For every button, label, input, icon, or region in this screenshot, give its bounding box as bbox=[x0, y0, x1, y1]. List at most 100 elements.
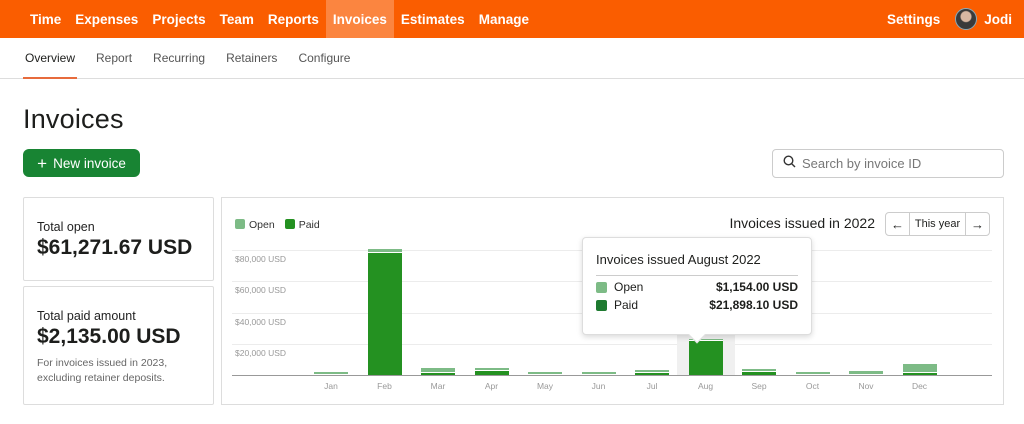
plus-icon: + bbox=[37, 153, 48, 173]
nav-item-team[interactable]: Team bbox=[219, 11, 254, 27]
bar-jun[interactable] bbox=[581, 372, 616, 375]
settings-link[interactable]: Settings bbox=[886, 11, 941, 27]
nav-item-manage[interactable]: Manage bbox=[478, 11, 529, 27]
this-year-button[interactable]: This year bbox=[909, 213, 966, 235]
bar-segment-open bbox=[688, 339, 723, 341]
x-axis-label: Sep bbox=[751, 381, 767, 391]
search-input[interactable] bbox=[802, 156, 992, 171]
y-axis-tick: $20,000 USD bbox=[235, 347, 287, 358]
bar-jan[interactable] bbox=[314, 371, 348, 375]
bar-segment-paid bbox=[742, 371, 776, 375]
x-axis-label: Jan bbox=[324, 381, 338, 391]
tooltip-paid-value: $21,898.10 USD bbox=[709, 298, 798, 312]
tab-recurring[interactable]: Recurring bbox=[153, 51, 206, 65]
x-axis-baseline bbox=[232, 375, 992, 376]
tooltip-title: Invoices issued August 2022 bbox=[596, 252, 798, 276]
y-axis-tick: $40,000 USD bbox=[235, 316, 287, 327]
previous-period-button[interactable]: ← bbox=[886, 213, 909, 235]
y-axis-tick: $80,000 USD bbox=[235, 254, 287, 265]
nav-item-projects[interactable]: Projects bbox=[152, 11, 206, 27]
x-axis-label: Aug bbox=[697, 381, 714, 391]
total-open-value: $61,271.67 USD bbox=[37, 236, 193, 259]
legend-open: Open bbox=[235, 219, 275, 231]
bar-sep[interactable] bbox=[742, 368, 776, 375]
top-navigation: Time Expenses Projects Team Reports Invoices E… bbox=[0, 0, 1024, 38]
gridline bbox=[232, 343, 992, 345]
bar-aug[interactable] bbox=[688, 339, 723, 375]
y-axis-tick: $60,000 USD bbox=[235, 285, 287, 296]
next-period-button[interactable]: → bbox=[966, 213, 989, 235]
chart-legend: Open Paid bbox=[235, 219, 320, 231]
tooltip-paid-row: Paid $21,898.10 USD bbox=[596, 298, 798, 312]
bar-segment-open bbox=[635, 369, 669, 373]
arrow-left-icon: ← bbox=[891, 216, 904, 232]
period-selector: ← This year → bbox=[885, 212, 990, 236]
bar-segment-paid bbox=[635, 372, 669, 375]
bar-dec[interactable] bbox=[902, 364, 937, 375]
chart-tooltip: Invoices issued August 2022 Open $1,154.… bbox=[582, 237, 812, 344]
bar-jul[interactable] bbox=[635, 369, 669, 375]
nav-item-time[interactable]: Time bbox=[30, 11, 62, 27]
open-swatch-icon bbox=[596, 281, 607, 293]
nav-item-expenses[interactable]: Expenses bbox=[75, 11, 139, 27]
new-invoice-label: New invoice bbox=[53, 155, 126, 171]
user-menu[interactable]: Jodi bbox=[947, 0, 1024, 38]
total-paid-value: $2,135.00 USD bbox=[37, 325, 181, 348]
tab-configure[interactable]: Configure bbox=[298, 51, 351, 65]
chart-title: Invoices issued in 2022 bbox=[729, 215, 875, 231]
bar-segment-open bbox=[581, 372, 616, 375]
bar-segment-open bbox=[849, 371, 883, 375]
bar-feb[interactable] bbox=[367, 248, 402, 375]
bar-segment-open bbox=[367, 248, 402, 253]
search-box[interactable] bbox=[772, 149, 1004, 178]
x-axis-label: Jun bbox=[591, 381, 606, 391]
bar-segment-open bbox=[742, 368, 776, 372]
bar-segment-open bbox=[421, 367, 455, 373]
total-paid-note: For invoices issued in 2023, excluding r… bbox=[37, 357, 168, 384]
bar-segment-paid bbox=[688, 340, 723, 375]
total-paid-label: Total paid amount bbox=[37, 309, 136, 323]
tooltip-open-value: $1,154.00 USD bbox=[715, 280, 798, 294]
legend-paid: Paid bbox=[284, 219, 320, 231]
nav-item-estimates[interactable]: Estimates bbox=[400, 11, 465, 27]
bar-segment-paid bbox=[902, 372, 937, 375]
total-paid-card: Total paid amount $2,135.00 USD For invo… bbox=[23, 286, 214, 405]
x-axis-label: Oct bbox=[805, 381, 820, 391]
user-name: Jodi bbox=[984, 11, 1012, 27]
bar-oct[interactable] bbox=[795, 372, 830, 375]
x-axis-label: Apr bbox=[484, 381, 499, 391]
bar-segment-open bbox=[474, 367, 509, 372]
bar-nov[interactable] bbox=[849, 371, 883, 375]
tab-overview[interactable]: Overview bbox=[22, 38, 78, 79]
sub-navigation: Overview Report Recurring Retainers Configur… bbox=[0, 38, 1024, 79]
avatar bbox=[955, 8, 978, 30]
nav-item-invoices[interactable]: Invoices bbox=[325, 0, 394, 38]
bar-apr[interactable] bbox=[474, 367, 509, 375]
x-axis-label: May bbox=[536, 381, 554, 391]
page-title: Invoices bbox=[23, 104, 124, 134]
search-icon bbox=[783, 154, 796, 173]
bar-segment-paid bbox=[421, 372, 455, 375]
tab-report[interactable]: Report bbox=[96, 51, 133, 65]
total-open-label: Total open bbox=[37, 220, 95, 234]
tab-retainers[interactable]: Retainers bbox=[226, 51, 278, 65]
bar-segment-open bbox=[528, 372, 562, 375]
paid-swatch-icon bbox=[596, 299, 607, 311]
bar-segment-open bbox=[314, 371, 348, 375]
x-axis-label: Mar bbox=[430, 381, 446, 391]
nav-item-reports[interactable]: Reports bbox=[267, 11, 319, 27]
bar-segment-paid bbox=[367, 252, 402, 375]
tooltip-open-row: Open $1,154.00 USD bbox=[596, 280, 798, 294]
bar-segment-paid bbox=[474, 371, 509, 375]
x-axis-label: Jul bbox=[646, 381, 658, 391]
nav-spacer bbox=[536, 0, 880, 38]
new-invoice-button[interactable]: + New invoice bbox=[23, 149, 140, 177]
bar-may[interactable] bbox=[528, 372, 562, 375]
x-axis-label: Feb bbox=[377, 381, 392, 391]
paid-swatch-icon bbox=[284, 219, 295, 229]
open-swatch-icon bbox=[235, 219, 245, 229]
x-axis-label: Dec bbox=[911, 381, 928, 391]
arrow-right-icon: → bbox=[971, 216, 984, 232]
bar-segment-open bbox=[902, 364, 937, 373]
bar-mar[interactable] bbox=[421, 367, 455, 375]
